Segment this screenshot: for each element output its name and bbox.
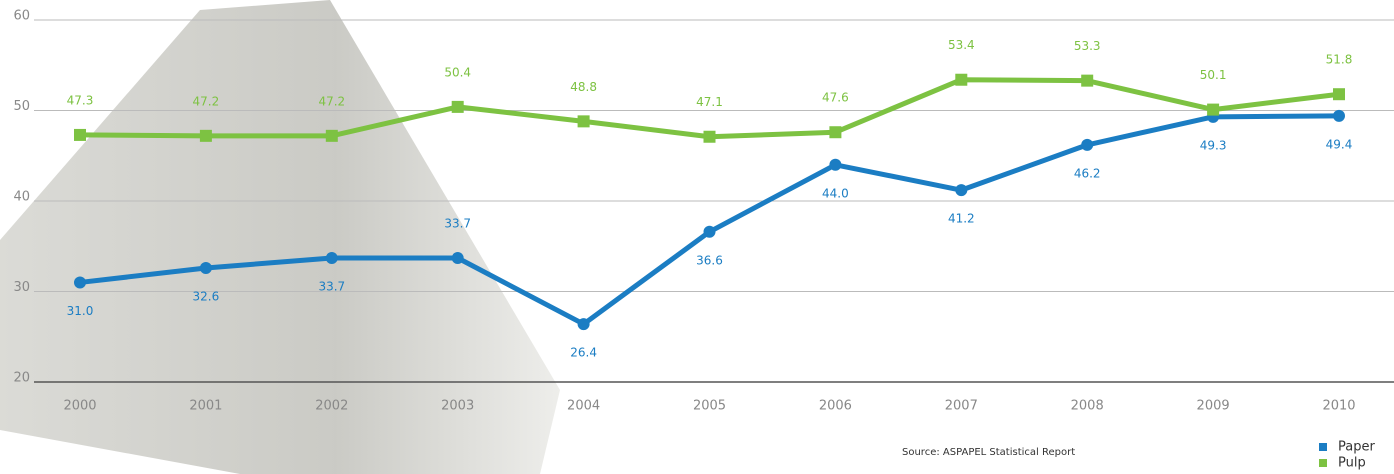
x-tick-label: 2008 bbox=[1071, 399, 1104, 414]
data-point bbox=[325, 129, 338, 142]
value-label: 50.1 bbox=[1200, 68, 1227, 82]
x-tick-label: 2001 bbox=[189, 399, 222, 414]
y-tick-label: 50 bbox=[13, 99, 30, 114]
value-label: 36.6 bbox=[696, 253, 723, 267]
data-point bbox=[74, 276, 86, 289]
data-point bbox=[451, 100, 464, 113]
value-label: 46.2 bbox=[1074, 166, 1101, 180]
background-plane bbox=[0, 0, 560, 474]
value-label: 49.3 bbox=[1200, 138, 1227, 152]
value-label: 50.4 bbox=[444, 65, 471, 79]
data-point bbox=[829, 126, 842, 139]
data-point bbox=[451, 252, 464, 265]
data-point bbox=[1207, 103, 1220, 116]
value-label: 49.4 bbox=[1326, 137, 1353, 151]
value-label: 26.4 bbox=[570, 346, 597, 360]
legend-swatch bbox=[1319, 459, 1327, 467]
y-tick-label: 30 bbox=[13, 280, 30, 295]
data-point bbox=[199, 129, 212, 142]
legend-label: Pulp bbox=[1338, 456, 1366, 471]
source-note: Source: ASPAPEL Statistical Report bbox=[902, 447, 1075, 458]
value-label: 44.0 bbox=[822, 186, 849, 200]
x-tick-label: 2006 bbox=[819, 399, 852, 414]
value-label: 41.2 bbox=[948, 212, 975, 226]
data-point bbox=[1081, 74, 1094, 87]
value-label: 31.0 bbox=[67, 304, 94, 318]
x-tick-label: 2000 bbox=[63, 399, 96, 414]
data-point bbox=[955, 184, 968, 197]
value-label: 47.3 bbox=[67, 93, 94, 107]
y-tick-label: 20 bbox=[13, 371, 30, 386]
value-label: 33.7 bbox=[318, 280, 345, 294]
legend-label: Paper bbox=[1338, 440, 1375, 455]
value-label: 47.1 bbox=[696, 95, 723, 109]
data-point bbox=[1333, 109, 1345, 122]
legend-swatch bbox=[1319, 443, 1327, 451]
data-point bbox=[74, 128, 86, 141]
x-tick-label: 2007 bbox=[945, 399, 978, 414]
data-point bbox=[1333, 88, 1345, 101]
x-tick-label: 2010 bbox=[1322, 399, 1355, 414]
data-point bbox=[1081, 138, 1094, 151]
y-tick-label: 60 bbox=[13, 9, 30, 24]
data-point bbox=[703, 225, 716, 238]
value-label: 33.7 bbox=[444, 217, 471, 231]
data-point bbox=[577, 115, 590, 128]
data-point bbox=[199, 261, 212, 274]
value-label: 32.6 bbox=[193, 289, 220, 303]
y-tick-label: 40 bbox=[13, 190, 30, 205]
value-label: 47.2 bbox=[318, 94, 345, 108]
data-point bbox=[703, 130, 716, 143]
x-tick-label: 2004 bbox=[567, 399, 600, 414]
x-tick-label: 2009 bbox=[1197, 399, 1230, 414]
x-tick-label: 2003 bbox=[441, 399, 474, 414]
value-label: 48.8 bbox=[570, 80, 597, 94]
value-label: 53.4 bbox=[948, 38, 975, 52]
value-label: 47.2 bbox=[193, 94, 220, 108]
data-point bbox=[829, 158, 842, 171]
x-tick-label: 2002 bbox=[315, 399, 348, 414]
x-tick-label: 2005 bbox=[693, 399, 726, 414]
data-point bbox=[577, 318, 590, 331]
value-label: 47.6 bbox=[822, 91, 849, 105]
data-point bbox=[325, 252, 338, 265]
value-label: 53.3 bbox=[1074, 39, 1101, 53]
value-label: 51.8 bbox=[1326, 53, 1353, 67]
data-point bbox=[955, 73, 968, 86]
